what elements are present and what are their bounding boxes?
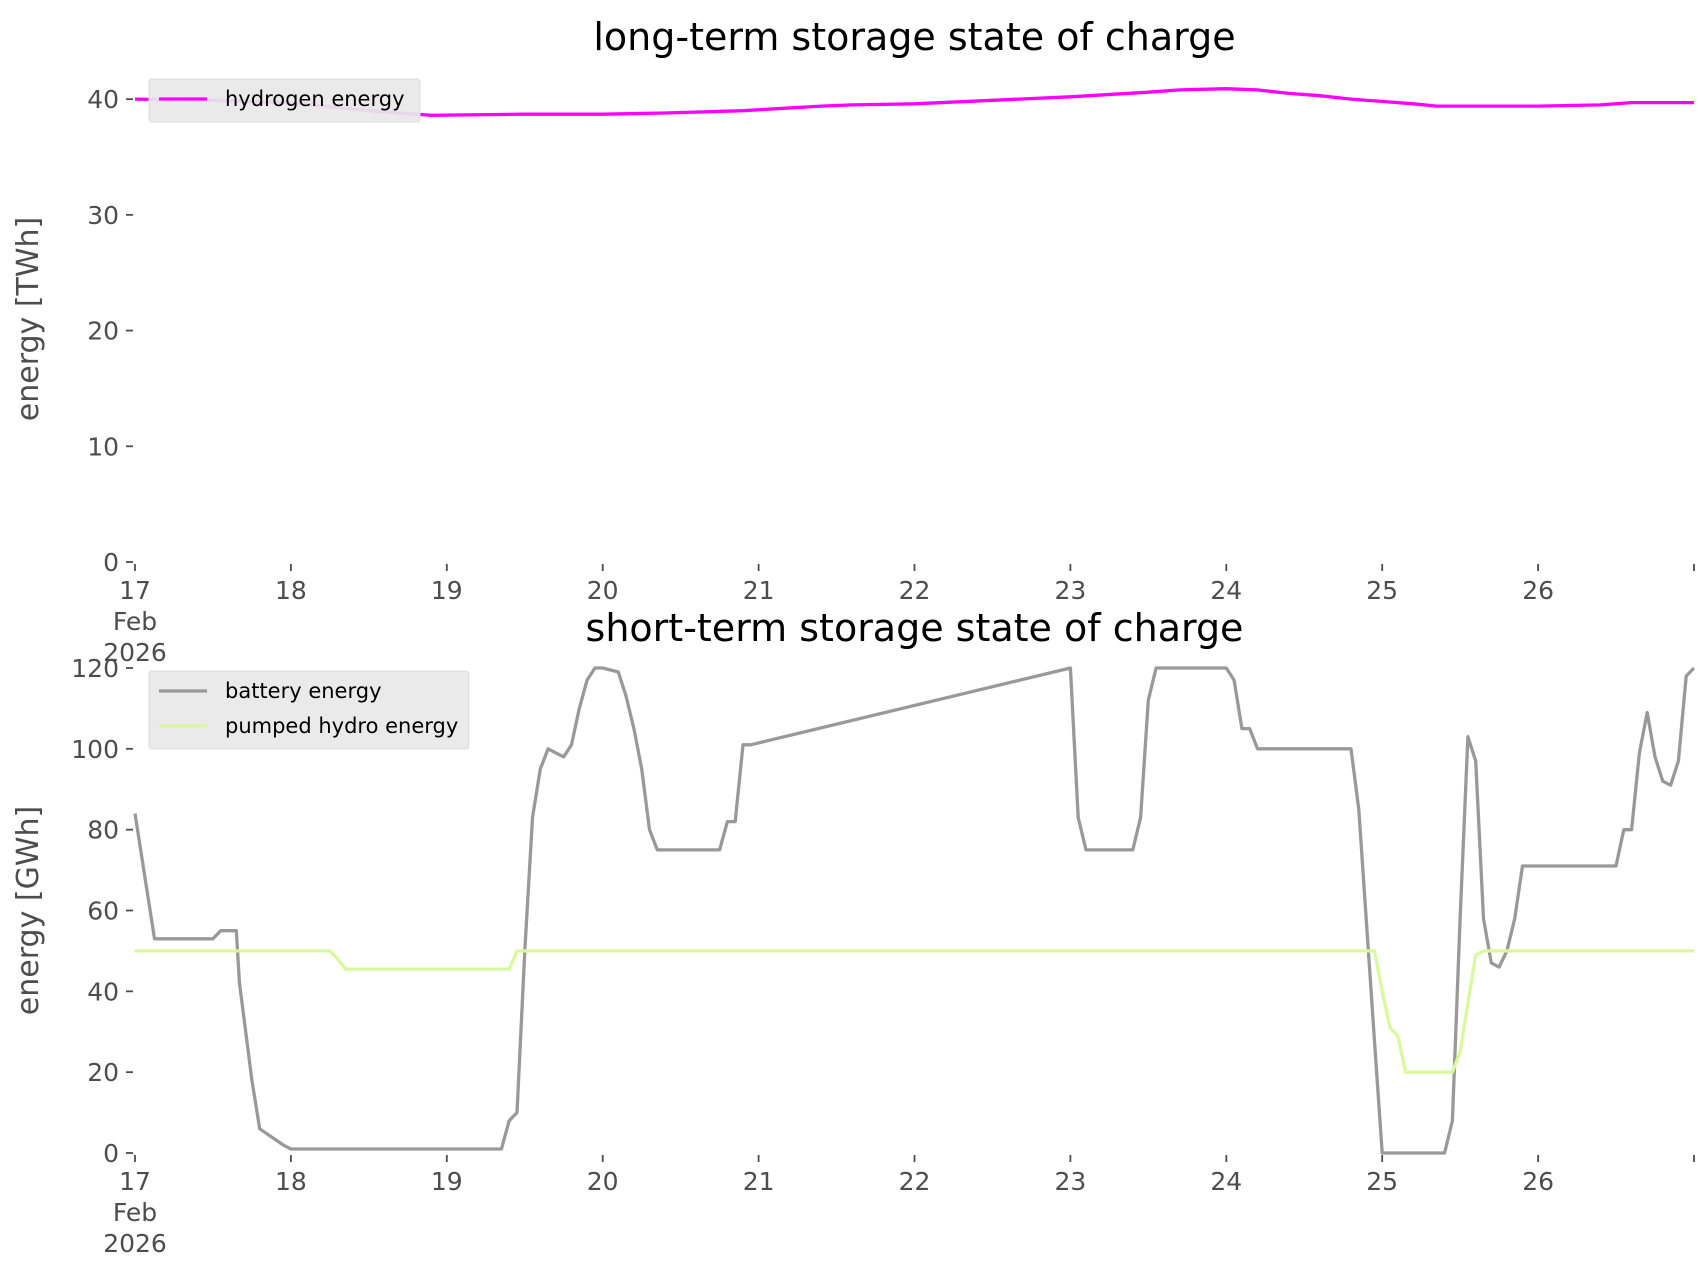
long-term-series-line-1 [134, 87, 1694, 117]
short-term-x-tick-label: 23 [1054, 1167, 1086, 1196]
short-term-series-line-1 [133, 666, 1696, 1155]
long-term-y-tick-label: 40 [87, 85, 119, 114]
long-term-legend-box [148, 78, 421, 123]
short-term-y-tick-label: 20 [87, 1058, 119, 1087]
long-term-x-tick-label: 19 [431, 576, 463, 605]
short-term-y-tick-label: 0 [103, 1139, 119, 1168]
short-term-series-line-2 [135, 949, 1694, 1074]
long-term-x-tick-label: 22 [899, 576, 931, 605]
short-term-x-tick-label: 21 [743, 1167, 775, 1196]
long-term-x-tick-label: 20 [587, 576, 619, 605]
short-term-legend-box [148, 670, 470, 750]
short-term-storage-chart: short-term storage state of charge energy… [11, 606, 1696, 1258]
short-term-x-tick-label: 17 Feb 2026 [103, 1167, 167, 1258]
long-term-x-tick-label: 18 [275, 576, 307, 605]
short-term-legend-label: battery energy [225, 679, 382, 703]
long-term-x-tick-label: 23 [1054, 576, 1086, 605]
long-term-y-tick-label: 30 [87, 201, 119, 230]
long-term-y-tick-label: 20 [87, 317, 119, 346]
long-term-y-axis-label: energy [TWh] [11, 217, 46, 421]
long-term-x-tick-label: 24 [1210, 576, 1242, 605]
short-term-x-tick-label: 26 [1522, 1167, 1554, 1196]
long-term-x-tick-label: 26 [1522, 576, 1554, 605]
long-term-storage-chart: long-term storage state of charge energy … [11, 15, 1695, 667]
short-term-y-tick-label: 120 [71, 654, 119, 683]
long-term-x-tick-label: 25 [1366, 576, 1398, 605]
short-term-x-tick-label: 25 [1366, 1167, 1398, 1196]
short-term-x-tick-label: 19 [431, 1167, 463, 1196]
long-term-y-tick-label: 0 [103, 548, 119, 577]
long-term-legend-label: hydrogen energy [225, 87, 405, 111]
short-term-y-axis-label: energy [GWh] [11, 806, 46, 1015]
short-term-y-tick-label: 40 [87, 977, 119, 1006]
short-term-x-tick-label: 20 [587, 1167, 619, 1196]
long-term-x-tick-label: 17 Feb 2026 [103, 576, 167, 667]
long-term-y-tick-label: 10 [87, 432, 119, 461]
short-term-y-tick-label: 100 [71, 735, 119, 764]
short-term-y-tick-label: 80 [87, 816, 119, 845]
long-term-x-tick-label: 21 [743, 576, 775, 605]
long-term-chart-title: long-term storage state of charge [593, 15, 1235, 59]
short-term-x-tick-label: 24 [1210, 1167, 1242, 1196]
short-term-chart-title: short-term storage state of charge [586, 606, 1244, 650]
short-term-x-tick-label: 22 [899, 1167, 931, 1196]
short-term-x-tick-label: 18 [275, 1167, 307, 1196]
short-term-y-tick-label: 60 [87, 897, 119, 926]
short-term-legend-label: pumped hydro energy [225, 714, 458, 738]
